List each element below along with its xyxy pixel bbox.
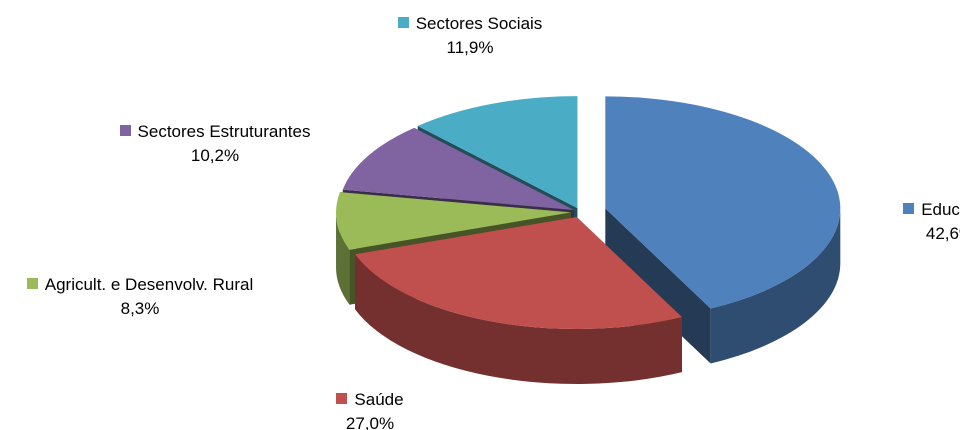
slice-side <box>355 254 683 385</box>
slice <box>355 217 683 330</box>
data-label: Sectores Sociais 11,9% <box>360 12 580 60</box>
label-value: 10,2% <box>190 146 240 165</box>
label-value: 27,0% <box>345 414 395 430</box>
slice <box>417 96 578 209</box>
slice <box>342 127 574 210</box>
data-label: Agricult. e Desenvolv. Rural 8,3% <box>20 273 260 321</box>
label-name: Saúde <box>354 390 404 409</box>
label-name: Agricult. e Desenvolv. Rural <box>44 275 254 294</box>
data-label: Sectores Estruturantes 10,2% <box>80 120 350 168</box>
slice-edge <box>605 208 711 364</box>
data-label: Saúde 27,0% <box>270 388 470 430</box>
legend-swatch <box>336 393 348 404</box>
label-name: Sectores Estruturantes <box>137 122 311 141</box>
slice-side <box>336 212 350 305</box>
legend-swatch <box>397 17 409 28</box>
label-value: 11,9% <box>446 38 494 57</box>
legend-swatch <box>903 203 915 214</box>
label-value: 8,3% <box>120 299 160 318</box>
label-name: Educação <box>921 200 960 219</box>
label-name: Sectores Sociais <box>415 14 543 33</box>
legend-swatch <box>26 278 38 289</box>
slice <box>336 192 572 250</box>
slice-side <box>710 208 841 364</box>
label-value: 42,6% <box>925 224 960 243</box>
data-label: Educação 42,6% <box>850 198 960 246</box>
legend-swatch <box>119 125 131 136</box>
slice <box>605 96 841 309</box>
